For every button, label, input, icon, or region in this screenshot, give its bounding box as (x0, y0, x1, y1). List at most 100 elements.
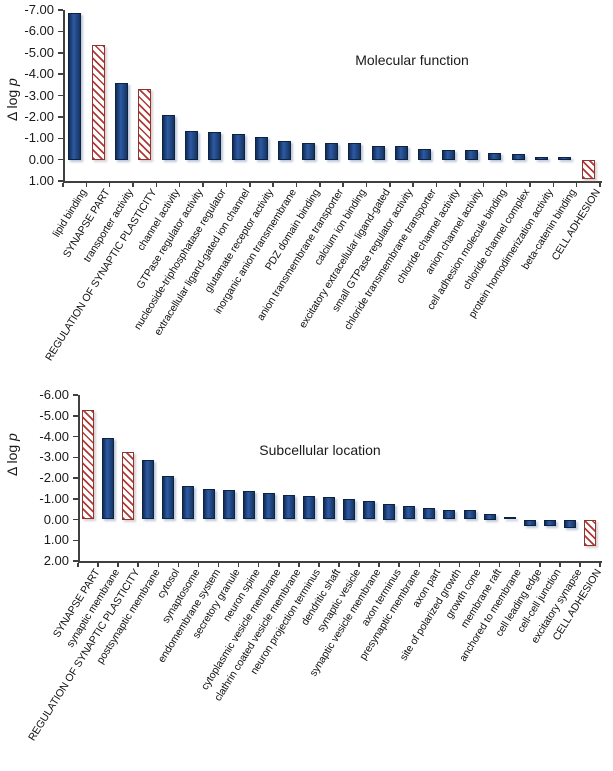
x-tick-mark (77, 562, 79, 567)
bar-solid (395, 146, 409, 160)
bar-solid (418, 148, 432, 160)
x-tick-mark (197, 562, 200, 567)
bar-solid (208, 131, 222, 160)
bar-solid (503, 517, 516, 520)
x-tick-mark (338, 562, 340, 567)
x-tick-mark (295, 182, 298, 187)
y-tick-label: -3.00 (39, 449, 69, 465)
bar-solid (302, 495, 315, 520)
y-tick-mark (73, 394, 78, 396)
x-tick-mark (97, 562, 99, 567)
bar-hatched (583, 519, 596, 547)
x-axis-line (78, 561, 602, 563)
bar-solid (483, 514, 496, 520)
y-tick-mark (73, 415, 78, 417)
x-axis-line (63, 181, 602, 183)
x-tick-mark (85, 182, 88, 187)
y-tick-mark (58, 94, 63, 97)
x-tick-mark (137, 562, 139, 567)
x-tick-mark (579, 562, 581, 567)
y-tick-label: 2.00 (43, 553, 69, 568)
y-tick-label: -1.00 (39, 490, 69, 506)
bar-solid (184, 130, 198, 160)
chart-molecular-function: -7.00 -6.00 -5.00 -4.00 -3.00 -2.00 -1.00 0.00 1… (0, 0, 613, 385)
x-tick-mark (412, 182, 414, 187)
x-tick-mark (529, 182, 531, 187)
x-tick-mark (155, 182, 158, 187)
y-tick-label: -2.00 (24, 108, 54, 124)
x-tick-mark (458, 562, 461, 567)
x-tick-mark (438, 562, 441, 567)
x-tick-mark (177, 562, 180, 567)
y-tick-label: -6.00 (24, 23, 54, 39)
bar-solid (322, 496, 335, 520)
bar-solid (463, 510, 476, 520)
bar-solid (325, 142, 338, 160)
y-tick-mark (73, 539, 78, 541)
x-tick-mark (459, 182, 461, 187)
y-tick-label: -4.00 (24, 66, 54, 82)
bar-solid (511, 154, 525, 160)
x-tick-mark (225, 182, 228, 187)
y-axis-line (63, 10, 65, 181)
bar-solid (543, 519, 556, 526)
y-axis-line (78, 395, 80, 561)
y-tick-label: 0.00 (28, 151, 54, 167)
x-tick-mark (272, 182, 274, 187)
bar-solid (535, 157, 549, 160)
bar-solid (383, 503, 396, 520)
x-tick-mark (482, 182, 484, 187)
bar-solid (102, 437, 115, 520)
y-tick-mark (58, 116, 63, 118)
y-tick-mark (73, 477, 78, 479)
bar-solid (262, 492, 275, 520)
x-tick-mark (575, 182, 578, 187)
y-tick-mark (73, 456, 78, 458)
y-tick-mark (58, 9, 63, 11)
y-tick-label: -2.00 (39, 470, 69, 485)
bar-solid (254, 137, 268, 160)
bar-solid (301, 142, 315, 160)
y-axis-title-text: Δ log (4, 85, 20, 121)
bar-hatched (82, 409, 95, 520)
x-tick-mark (278, 562, 280, 567)
y-tick-label: -5.00 (24, 44, 54, 60)
y-tick-label: 1.00 (28, 173, 54, 188)
bar-solid (488, 153, 502, 160)
x-tick-mark (358, 562, 360, 567)
chart-title: Molecular function (355, 52, 469, 68)
y-tick-label: -1.00 (24, 130, 54, 146)
x-tick-mark (518, 562, 521, 567)
bar-solid (282, 494, 295, 520)
bar-solid (363, 500, 376, 520)
bar-solid (558, 157, 572, 160)
y-tick-mark (58, 30, 63, 33)
bar-hatched (91, 45, 105, 160)
x-tick-mark (559, 562, 561, 567)
x-tick-mark (599, 182, 601, 187)
y-tick-mark (58, 180, 63, 182)
x-tick-mark (298, 562, 300, 567)
x-tick-mark (178, 182, 181, 187)
y-axis-title-italic-p: p (4, 78, 20, 86)
x-tick-mark (365, 182, 368, 187)
bar-solid (114, 82, 128, 160)
x-tick-mark (318, 562, 320, 567)
bar-solid (563, 519, 576, 528)
x-tick-mark (498, 562, 501, 567)
x-tick-mark (599, 562, 601, 567)
x-tick-mark (217, 562, 220, 567)
y-tick-mark (73, 560, 78, 562)
bar-solid (202, 489, 215, 520)
y-tick-mark (73, 435, 78, 438)
x-tick-mark (319, 182, 321, 187)
x-tick-mark (342, 182, 344, 187)
y-tick-mark (58, 52, 63, 54)
bar-solid (162, 475, 175, 520)
x-tick-mark (237, 562, 240, 567)
y-tick-mark (58, 158, 63, 161)
bar-solid (523, 519, 536, 526)
x-tick-mark (108, 182, 111, 187)
bar-solid (343, 498, 356, 520)
x-tick-mark (389, 182, 391, 187)
